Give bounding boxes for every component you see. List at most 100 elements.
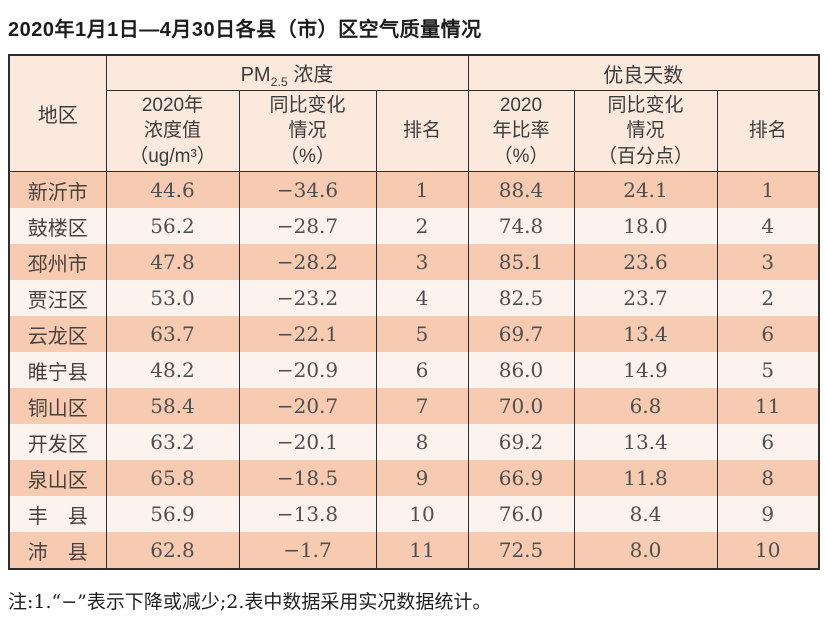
table-row: 泉山区 65.8 −18.5 9 66.9 11.8 8 (8, 460, 820, 496)
value-cell: 53.0 (105, 280, 240, 316)
value-cell: 11 (716, 388, 820, 424)
value-cell: 76.0 (467, 496, 575, 532)
col-header-region: 地区 (8, 55, 107, 172)
value-cell: 7 (375, 388, 469, 424)
value-cell: −23.2 (238, 280, 377, 316)
value-cell: 18.0 (573, 208, 718, 244)
value-cell: 23.7 (573, 280, 718, 316)
table-row: 贾汪区 53.0 −23.2 4 82.5 23.7 2 (8, 280, 820, 316)
region-cell: 开发区 (8, 424, 107, 460)
value-cell: 2 (375, 208, 469, 244)
region-cell: 丰 县 (8, 496, 107, 532)
value-cell: 2 (716, 280, 820, 316)
table-row: 开发区 63.2 −20.1 8 69.2 13.4 6 (8, 424, 820, 460)
value-cell: 47.8 (105, 244, 240, 280)
table-row: 丰 县 56.9 −13.8 10 76.0 8.4 9 (8, 496, 820, 532)
value-cell: 3 (716, 244, 820, 280)
region-cell: 泉山区 (8, 460, 107, 496)
table-row: 沛 县 62.8 −1.7 11 72.5 8.0 10 (8, 532, 820, 569)
value-cell: 63.7 (105, 316, 240, 352)
value-cell: 82.5 (467, 280, 575, 316)
value-cell: −20.9 (238, 352, 377, 388)
col-header-pm-value: 2020年 浓度值 （ug/m³） (105, 90, 240, 172)
value-cell: 4 (716, 208, 820, 244)
region-cell: 鼓楼区 (8, 208, 107, 244)
value-cell: 63.2 (105, 424, 240, 460)
value-cell: −1.7 (238, 532, 377, 569)
value-cell: −28.7 (238, 208, 377, 244)
value-cell: 44.6 (105, 171, 240, 208)
value-cell: −34.6 (238, 171, 377, 208)
value-cell: 8.0 (573, 532, 718, 569)
pm-label-subscript: 2.5 (270, 74, 288, 89)
region-cell: 沛 县 (8, 532, 107, 569)
value-cell: 6 (716, 316, 820, 352)
table-header: 地区 PM2.5 浓度 优良天数 2020年 浓度值 （ug/m³） 同比变化 … (8, 55, 820, 172)
footnote: 注:1.“−”表示下降或减少;2.表中数据采用实况数据统计。 (8, 591, 492, 613)
value-cell: 4 (375, 280, 469, 316)
value-cell: 74.8 (467, 208, 575, 244)
value-cell: −20.7 (238, 388, 377, 424)
region-cell: 云龙区 (8, 316, 107, 352)
value-cell: −22.1 (238, 316, 377, 352)
page-title: 2020年1月1日—4月30日各县（市）区空气质量情况 (8, 19, 482, 41)
value-cell: 8 (716, 460, 820, 496)
value-cell: 48.2 (105, 352, 240, 388)
region-cell: 贾汪区 (8, 280, 107, 316)
value-cell: 3 (375, 244, 469, 280)
value-cell: 6 (375, 352, 469, 388)
value-cell: −13.8 (238, 496, 377, 532)
value-cell: 13.4 (573, 316, 718, 352)
value-cell: 10 (375, 496, 469, 532)
value-cell: 65.8 (105, 460, 240, 496)
value-cell: 1 (375, 171, 469, 208)
value-cell: 8 (375, 424, 469, 460)
col-header-good-rank: 排名 (716, 90, 820, 172)
region-cell: 新沂市 (8, 171, 107, 208)
value-cell: 70.0 (467, 388, 575, 424)
value-cell: 11.8 (573, 460, 718, 496)
value-cell: 14.9 (573, 352, 718, 388)
value-cell: 8.4 (573, 496, 718, 532)
value-cell: 11 (375, 532, 469, 569)
value-cell: 85.1 (467, 244, 575, 280)
value-cell: 13.4 (573, 424, 718, 460)
value-cell: 9 (716, 496, 820, 532)
value-cell: 6.8 (573, 388, 718, 424)
col-header-good-ratio: 2020 年比率 （%） (467, 90, 575, 172)
value-cell: −18.5 (238, 460, 377, 496)
table-row: 邳州市 47.8 −28.2 3 85.1 23.6 3 (8, 244, 820, 280)
value-cell: 23.6 (573, 244, 718, 280)
value-cell: 62.8 (105, 532, 240, 569)
value-cell: 5 (716, 352, 820, 388)
value-cell: −20.1 (238, 424, 377, 460)
region-cell: 邳州市 (8, 244, 107, 280)
value-cell: 56.9 (105, 496, 240, 532)
col-header-pm-change: 同比变化 情况 （%） (238, 90, 377, 172)
value-cell: 1 (716, 171, 820, 208)
value-cell: −28.2 (238, 244, 377, 280)
value-cell: 24.1 (573, 171, 718, 208)
value-cell: 69.2 (467, 424, 575, 460)
value-cell: 88.4 (467, 171, 575, 208)
col-header-pm-rank: 排名 (375, 90, 469, 172)
col-group-good-days: 优良天数 (467, 55, 820, 91)
pm-label-suffix: 浓度 (287, 63, 334, 86)
value-cell: 69.7 (467, 316, 575, 352)
value-cell: 72.5 (467, 532, 575, 569)
pm-label-prefix: PM (240, 63, 271, 86)
value-cell: 9 (375, 460, 469, 496)
table-row: 铜山区 58.4 −20.7 7 70.0 6.8 11 (8, 388, 820, 424)
value-cell: 86.0 (467, 352, 575, 388)
table-row: 睢宁县 48.2 −20.9 6 86.0 14.9 5 (8, 352, 820, 388)
air-quality-table: 地区 PM2.5 浓度 优良天数 2020年 浓度值 （ug/m³） 同比变化 … (8, 54, 821, 570)
value-cell: 10 (716, 532, 820, 569)
region-cell: 铜山区 (8, 388, 107, 424)
value-cell: 56.2 (105, 208, 240, 244)
table-row: 鼓楼区 56.2 −28.7 2 74.8 18.0 4 (8, 208, 820, 244)
value-cell: 66.9 (467, 460, 575, 496)
region-cell: 睢宁县 (8, 352, 107, 388)
value-cell: 5 (375, 316, 469, 352)
value-cell: 6 (716, 424, 820, 460)
